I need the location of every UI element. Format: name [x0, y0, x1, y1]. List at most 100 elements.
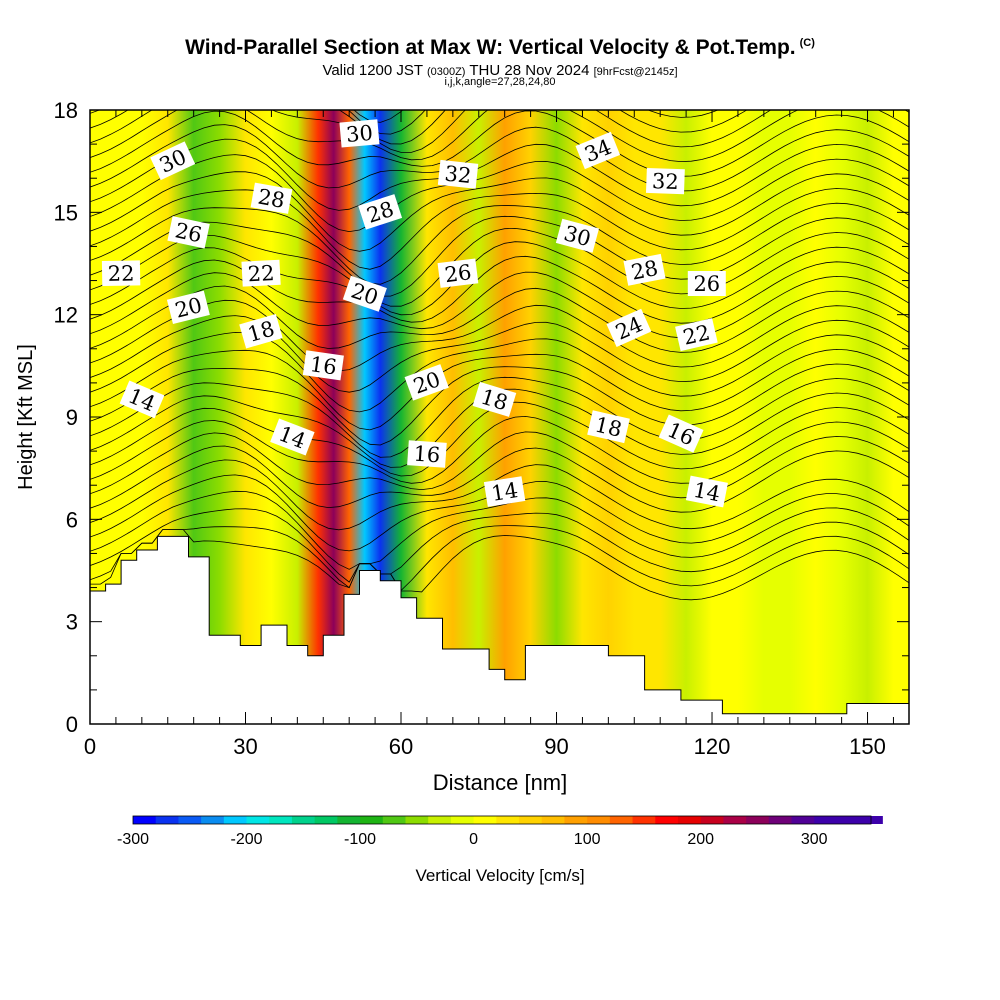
isentrope-line [90, 271, 909, 339]
copyright-mark: (C) [799, 37, 815, 49]
x-tick-label: 30 [233, 734, 257, 759]
colorbar-segment [360, 816, 384, 824]
x-tick-label: 90 [544, 734, 568, 759]
chart-title: Wind-Parallel Section at Max W: Vertical… [0, 36, 1000, 60]
isentrope-label-box [342, 275, 387, 312]
colorbar-segment [405, 816, 429, 824]
colorbar-segment [450, 816, 475, 824]
isentrope-labels: 3026222014282218141630282032262018161434… [101, 119, 728, 508]
isentrope-label: 16 [407, 440, 447, 468]
isentrope-line [90, 154, 909, 233]
isentrope-line [90, 490, 909, 570]
isentrope-label-text: 22 [247, 261, 275, 286]
isentrope-line [90, 227, 909, 307]
isentrope-label-text: 14 [691, 478, 722, 507]
y-tick-label: 0 [66, 712, 78, 737]
terrain [90, 535, 909, 724]
isentrope-label-box [675, 318, 718, 352]
isentrope-label-text: 16 [308, 352, 338, 379]
colorbar-segment [541, 816, 565, 824]
isentrope-line [90, 10, 909, 90]
isentrope-label-box [166, 290, 210, 325]
isentrope-line [90, 171, 909, 252]
colorbar-segment [314, 816, 338, 824]
colorbar-segment [587, 816, 611, 824]
isentrope-label-text: 28 [256, 185, 286, 213]
colorbar-segment [337, 816, 361, 824]
isentrope-label-text: 32 [652, 169, 680, 194]
isentrope-line [90, 255, 909, 324]
forecast-info: [9hrFcst@2145z] [593, 66, 678, 78]
y-tick-label: 3 [66, 610, 78, 635]
isentrope-label-box [270, 418, 315, 456]
colorbar-tick-label: -300 [117, 831, 149, 848]
isentrope-label: 28 [250, 182, 293, 214]
isentrope-label-box [358, 194, 403, 230]
colorbar-segment [178, 816, 202, 824]
isentrope-label: 14 [483, 476, 526, 507]
x-tick-label: 150 [849, 734, 886, 759]
isentrope-label-text: 14 [490, 478, 520, 506]
isentrope-line [90, 188, 909, 270]
isentrope-line [90, 241, 909, 316]
colorbar-segment [201, 816, 225, 824]
colorbar-segment [564, 816, 588, 824]
isentrope-label-box [239, 313, 283, 349]
colorbar-tick-label: -200 [231, 831, 263, 848]
isentrope-label: 24 [606, 308, 652, 347]
isentrope-line [90, 110, 909, 163]
colorbar-segment [677, 816, 702, 824]
isentrope-line [90, 0, 909, 70]
isentrope-label: 20 [342, 275, 387, 312]
isentrope-label-box [339, 119, 380, 148]
y-tick-label: 12 [54, 303, 78, 328]
isentrope-line [90, 459, 909, 531]
isentrope-label-box [658, 414, 704, 453]
chart-subtitle: Valid 1200 JST (0300Z) THU 28 Nov 2024 [… [0, 62, 1000, 79]
chart-title-text: Wind-Parallel Section at Max W: Vertical… [185, 36, 796, 59]
colorbar-segment [519, 816, 543, 824]
y-axis-label: Height [Kft MSL] [15, 344, 37, 490]
colorbar-segment [746, 816, 770, 824]
isentrope-line [90, 445, 909, 513]
colorbar-tick-label: 200 [687, 831, 714, 848]
colorbar-segment [768, 816, 793, 824]
colorbar-segment [133, 816, 157, 824]
isentrope-label: 14 [685, 475, 728, 508]
colorbar-frame [132, 815, 872, 825]
isentrope-label-box [302, 350, 344, 381]
isentrope-label-box [472, 381, 517, 417]
isentrope-label-text: 22 [681, 320, 712, 349]
isentrope-line [90, 431, 909, 499]
x-tick-label: 120 [694, 734, 731, 759]
isentrope-line [90, 508, 909, 583]
isentrope-label-box [645, 167, 685, 195]
y-tick-label: 18 [54, 98, 78, 123]
colorbar-segment [223, 816, 248, 824]
colorbar-segment [814, 816, 838, 824]
colorbar-segment [155, 816, 179, 824]
isentrope-label: 32 [437, 159, 479, 189]
valid-utc: (0300Z) [426, 66, 466, 78]
isentrope-line [90, 529, 909, 601]
isentrope-label-text: 18 [593, 413, 624, 442]
colorbar-segment [382, 816, 406, 824]
isentrope-line [90, 415, 909, 484]
isentrope-label-text: 32 [443, 161, 472, 188]
y-tick-label: 6 [66, 507, 78, 532]
isentrope-line [90, 299, 909, 372]
isentrope-line [90, 110, 909, 177]
isentrope-label: 18 [587, 410, 630, 444]
isentrope-label-box [150, 141, 196, 181]
colorbar-segment [700, 816, 724, 824]
isentrope-line [90, 315, 909, 393]
colorbar-tick-label: 300 [801, 831, 828, 848]
isentrope-lines [90, 0, 909, 601]
colorbar-segment [246, 816, 270, 824]
isentrope-label-box [685, 475, 728, 508]
isentrope-label-box [623, 253, 666, 286]
isentrope-label: 22 [241, 259, 281, 287]
colorbar-segment [791, 816, 815, 824]
isentrope-label-box [119, 380, 165, 419]
isentrope-label-box [687, 271, 726, 296]
